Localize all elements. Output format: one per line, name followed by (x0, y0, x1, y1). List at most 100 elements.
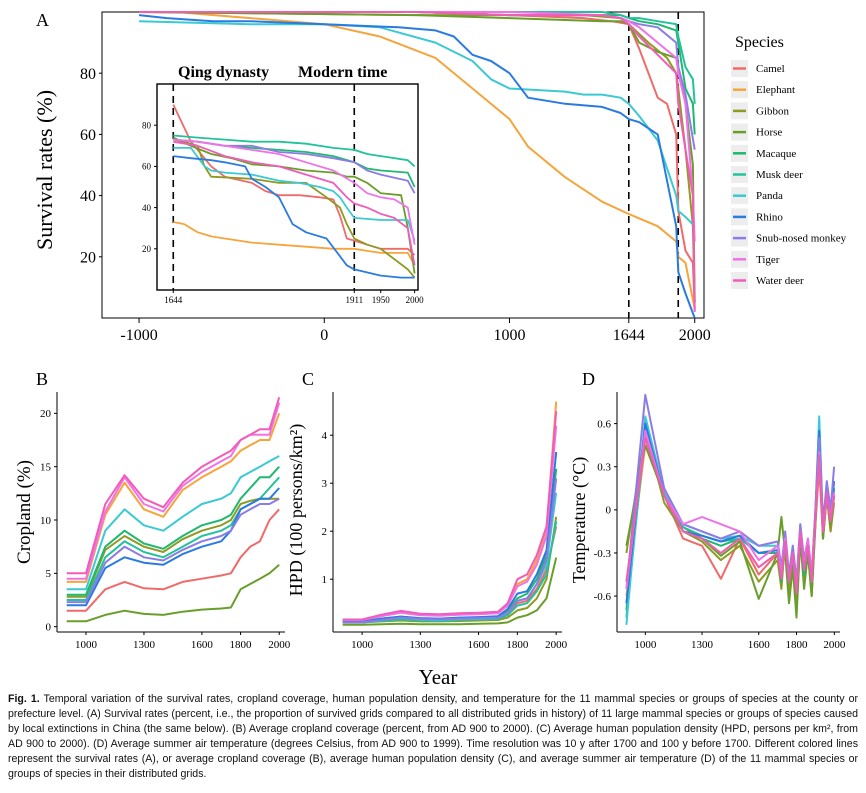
panel-c-ytick-label: 3 (322, 478, 328, 490)
panel-b-series-macaque (66, 466, 280, 596)
panel-c-xtick-label: 2000 (545, 639, 568, 651)
panel-d-series-water-deer (625, 437, 836, 595)
panel-b-xtick-label: 1600 (191, 639, 214, 651)
panel-letter-c: C (302, 369, 314, 389)
legend-item-label: Panda (756, 190, 783, 202)
panel-c-xtick-label: 1800 (506, 639, 529, 651)
panel-c-ylabel: HPD (100 persons/km²) (286, 424, 307, 596)
panel-b-ytick-label: 20 (40, 408, 52, 420)
panel-b-series-horse (66, 564, 280, 623)
panel-letter-a: A (36, 10, 49, 30)
inset-background (157, 84, 418, 290)
panel-c-series-gibbon (342, 516, 558, 624)
legend-item-label: Macaque (756, 148, 796, 160)
panel-a-inset-ytick-label: 20 (142, 244, 152, 254)
panel-a-inset-series-elephant (173, 221, 416, 266)
legend-title: Species (735, 34, 784, 51)
panel-b-xtick-label: 1300 (133, 639, 156, 651)
legend-item-label: Tiger (756, 254, 780, 266)
panel-a-inset-xtick-label: 2000 (406, 295, 425, 305)
inset-label-modern: Modern time (298, 64, 387, 81)
panel-a-inset-frame (156, 83, 419, 291)
panel-d-series-panda (625, 415, 836, 625)
panel-d-ytick-label: 0.6 (597, 418, 611, 430)
panel-b-series-snub-nosed-monkey (66, 497, 280, 604)
panel-d-ylabel: Temperature (°C) (569, 457, 590, 583)
panel-b-series-panda (66, 455, 280, 591)
panel-c-series-elephant (342, 401, 558, 621)
panel-a-inset-ytick-label: 40 (142, 203, 152, 213)
legend-item-label: Elephant (756, 84, 795, 96)
panel-d-series-musk-deer (625, 419, 836, 618)
panel-a-inset-ytick-label: 80 (142, 120, 152, 130)
figure-caption: Fig. 1. Temporal variation of the surviv… (8, 692, 858, 782)
panel-a-inset-xtick-label: 1644 (164, 295, 183, 305)
legend-item-label: Rhino (756, 211, 783, 223)
panel-d-xtick-label: 1800 (786, 639, 809, 651)
panel-d-ytick-label: 0.3 (597, 462, 611, 474)
panel-c-series-tiger (342, 425, 558, 621)
panel-a-ylabel: Survival rates (%) (32, 90, 57, 250)
panel-a-series-tiger (139, 11, 696, 242)
panel-a-ytick-label: 20 (80, 249, 96, 266)
panel-a-ytick-label: 60 (80, 127, 96, 144)
panel-d-ytick-label: -0.3 (594, 548, 612, 560)
panel-d-ytick-label: -0.6 (594, 591, 612, 603)
panel-b-xtick-label: 1000 (75, 639, 98, 651)
panel-c-series-musk-deer (342, 521, 558, 624)
panel-a-inset-xtick-label: 1911 (345, 295, 363, 305)
panel-b-series-elephant (66, 412, 281, 583)
panel-a-xtick-label: 0 (320, 327, 328, 344)
panel-b-ytick-label: 15 (40, 462, 52, 474)
panel-a-inset-series-musk-deer (173, 134, 416, 168)
panel-c-xtick-label: 1000 (351, 639, 374, 651)
common-xlabel: Year (419, 665, 458, 689)
caption-label: Fig. 1. (8, 693, 40, 705)
legend-item-label: Musk deer (756, 169, 803, 181)
panel-d-xtick-label: 1000 (634, 639, 657, 651)
inset-label-qing: Qing dynasty (178, 64, 269, 81)
panel-c-series-horse (342, 557, 558, 626)
figure-canvas: A B C D Survival rates (%) Cropland (%) … (14, 10, 847, 689)
panel-a-inset-series-gibbon (173, 138, 416, 279)
panel-b-series-tiger (66, 402, 281, 580)
panel-d-xtick-label: 1600 (748, 639, 771, 651)
panel-a-ytick-label: 80 (80, 66, 96, 83)
panel-a-inset-series-horse (172, 136, 416, 274)
panel-b-series-rhino (66, 487, 280, 607)
legend-item-label: Water deer (756, 275, 804, 287)
panel-a-inset-series-panda (173, 146, 416, 241)
panel-b-ytick-label: 5 (46, 568, 52, 580)
panel-letter-b: B (36, 369, 48, 389)
panel-letter-d: D (582, 369, 595, 389)
panel-a-inset-xtick-label: 1950 (372, 295, 391, 305)
panel-c-series-snub-nosed-monkey (342, 478, 558, 624)
panel-a-inset-ytick-label: 60 (142, 162, 152, 172)
panel-b-xtick-label: 2000 (268, 639, 291, 651)
panel-c-xtick-label: 1300 (409, 639, 432, 651)
caption-text: Temporal variation of the survival rates… (8, 693, 858, 780)
panel-a-xtick-label: 1000 (494, 327, 526, 344)
legend-item-label: Horse (756, 127, 782, 139)
panel-a-series-rhino (138, 14, 696, 319)
panel-c-ytick-label: 4 (322, 430, 328, 442)
panel-b-ytick-label: 10 (40, 515, 52, 527)
panel-a-inset-series-tiger (173, 138, 416, 245)
panel-a-xtick-label: 2000 (679, 327, 711, 344)
panel-d-xtick-label: 2000 (823, 639, 846, 651)
panel-a-xtick-label: 1644 (613, 327, 645, 344)
legend-item-label: Gibbon (756, 105, 790, 117)
legend-item-label: Camel (756, 63, 785, 75)
panel-d-ytick-label: 0 (606, 505, 612, 517)
panel-b-series-water-deer (66, 397, 281, 575)
legend-item-label: Snub-nosed monkey (756, 233, 847, 245)
panel-b-xtick-label: 1800 (230, 639, 253, 651)
legend: Species Camel Elephant Gibbon Horse Macaque M… (731, 34, 847, 289)
panel-a-series-water-deer (139, 11, 696, 312)
panel-c-ytick-label: 2 (322, 526, 328, 538)
panel-a-inset-series-rhino (173, 155, 415, 279)
panel-a-xtick-label: -1000 (120, 327, 157, 344)
panel-a-inset-series-water-deer (173, 140, 416, 266)
panel-c-ytick-label: 1 (322, 574, 328, 586)
panel-a-ytick-label: 40 (80, 188, 96, 205)
